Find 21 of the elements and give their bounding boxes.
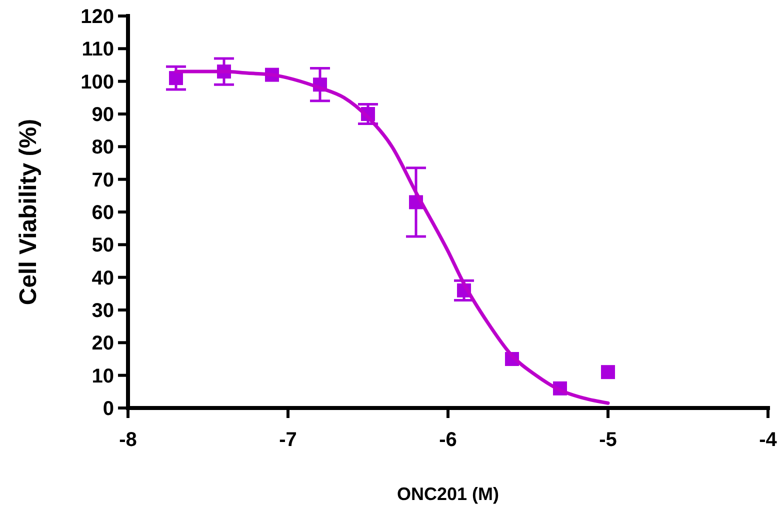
y-tick-label: 0 — [102, 398, 114, 420]
x-axis-title: ONC201 (M) — [396, 484, 500, 504]
x-tick-label: -5 — [599, 429, 617, 451]
y-tick-label: 70 — [92, 169, 114, 192]
y-tick-label: 100 — [80, 71, 114, 94]
x-tick-label: -8 — [119, 429, 137, 451]
y-tick-label: 80 — [92, 136, 114, 159]
y-tick-label: 110 — [82, 38, 114, 61]
y-axis-title: Cell Viability (%) — [15, 118, 42, 306]
x-tick-label: -6 — [439, 429, 457, 451]
y-tick-label: 40 — [92, 267, 114, 290]
x-tick-label: -7 — [279, 429, 297, 451]
y-tick-label: 120 — [80, 6, 114, 28]
y-tick-label: 30 — [92, 300, 114, 322]
y-tick-label: 60 — [92, 202, 114, 224]
x-tick-label: -4 — [759, 429, 778, 451]
y-tick-label: 50 — [92, 234, 114, 257]
y-tick-label: 10 — [92, 365, 114, 388]
y-tick-label: 20 — [92, 332, 114, 355]
point — [601, 365, 615, 380]
y-tick-label: 90 — [92, 104, 114, 126]
